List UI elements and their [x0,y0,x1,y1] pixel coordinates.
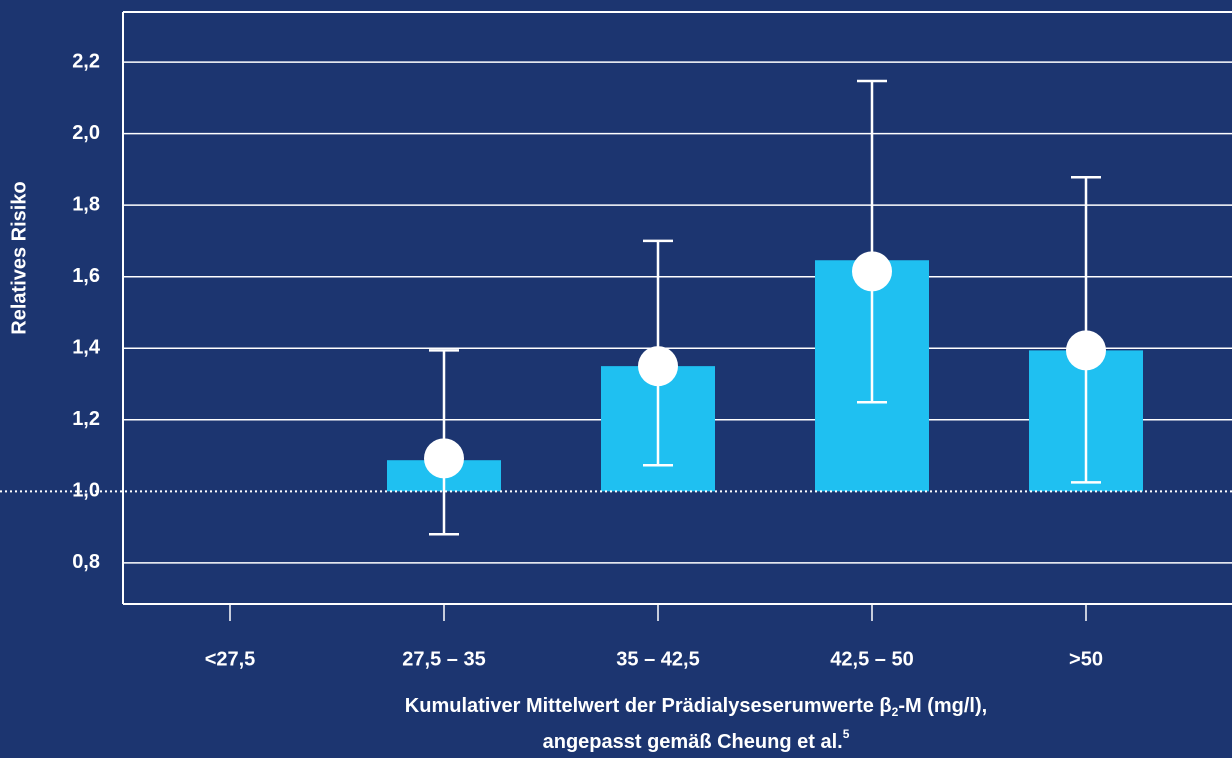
point [638,346,678,387]
y-axis-label: Relatives Risiko [8,181,30,334]
y-tick-label: 0,8 [72,551,100,573]
x-axis-label-part: angepasst gemäß Cheung et al. [543,731,843,753]
x-axis-label: Kumulativer Mittelwert der Prädialyseser… [405,695,987,719]
x-axis-label-part: 5 [843,727,850,741]
x-axis-label-part: Kumulativer Mittelwert der Prädialyseser… [405,695,892,717]
y-tick-label: 2,2 [72,50,100,72]
point [1066,330,1106,371]
x-axis-label: angepasst gemäß Cheung et al.5 [543,727,850,753]
x-tick-label: <27,5 [205,648,256,670]
error-bar [1071,176,1101,484]
point [424,438,464,479]
y-tick-label: 1,8 [72,193,100,215]
x-tick-label: 35 – 42,5 [616,648,699,670]
x-axis-label-part: 2 [892,705,899,719]
x-tick-label: 42,5 – 50 [830,648,913,670]
y-tick-label: 2,0 [72,122,100,144]
error-bar [857,79,887,404]
y-tick-label: 1,6 [72,265,100,287]
x-axis-label-part: -M (mg/l), [898,695,987,717]
x-tick-label: 27,5 – 35 [402,648,485,670]
y-tick-label: 1,4 [72,337,101,359]
y-tick-label: 1,2 [72,408,100,430]
x-tick-label: >50 [1069,648,1103,670]
point [852,251,892,292]
